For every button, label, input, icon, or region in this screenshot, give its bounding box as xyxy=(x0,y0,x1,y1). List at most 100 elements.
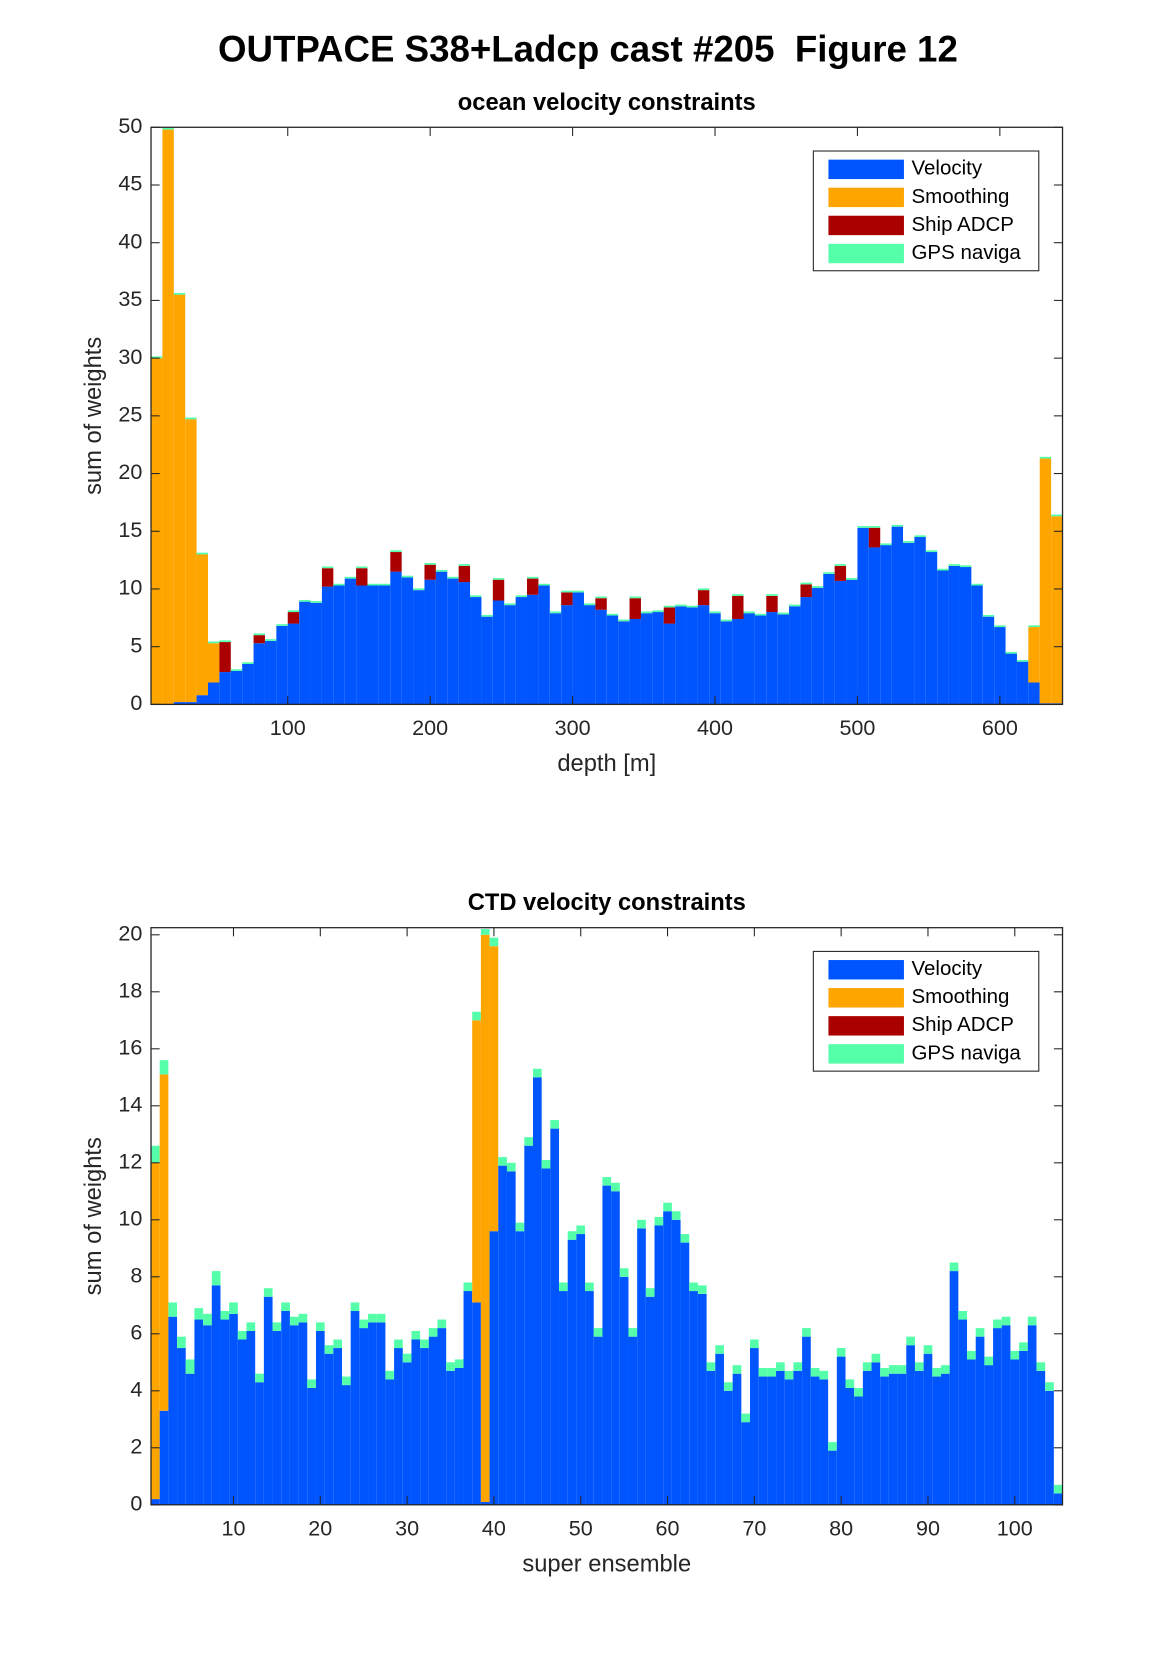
bar-segment xyxy=(532,1077,542,1505)
bar-segment xyxy=(949,1271,959,1505)
bar-segment xyxy=(845,1379,855,1388)
bar-segment xyxy=(207,682,220,705)
legend: Velocity Smoothing Ship ADCP GPS naviga xyxy=(812,950,1040,1072)
bar-segment xyxy=(151,1499,160,1505)
x-tick-label: 300 xyxy=(555,715,591,740)
bar-segment xyxy=(185,417,197,420)
bar-segment xyxy=(504,605,516,705)
bar-segment xyxy=(628,1336,638,1505)
bar-segment xyxy=(310,601,322,603)
bar-segment xyxy=(680,1234,690,1243)
bar-segment xyxy=(766,612,778,705)
bar-segment xyxy=(880,545,892,705)
bar-segment xyxy=(789,606,801,705)
chart-title: ocean velocity constraints xyxy=(458,90,756,116)
bar-segment xyxy=(289,1325,299,1505)
bar-segment xyxy=(709,613,721,705)
y-tick-label: 20 xyxy=(118,921,142,946)
x-axis-label: super ensemble xyxy=(522,1551,691,1577)
bar-segment xyxy=(697,1293,707,1505)
bar-segment xyxy=(211,1271,221,1286)
bar-segment xyxy=(784,1370,794,1380)
bar-segment xyxy=(378,585,391,705)
bar-segment xyxy=(447,578,459,705)
bar-segment xyxy=(800,582,812,585)
bar-segment xyxy=(652,612,664,705)
bar-segment xyxy=(891,524,904,527)
y-tick-label: 0 xyxy=(130,690,142,715)
bar-segment xyxy=(925,550,938,553)
x-tick-label: 70 xyxy=(742,1515,766,1540)
bar-segment xyxy=(937,568,949,571)
legend-swatch xyxy=(828,187,904,208)
bar-segment xyxy=(720,619,733,622)
bar-segment xyxy=(723,1390,733,1505)
bar-segment xyxy=(527,594,539,705)
bar-segment xyxy=(984,1365,994,1505)
bar-segment xyxy=(811,587,824,705)
bar-segment xyxy=(766,594,778,596)
bar-segment xyxy=(819,1379,829,1505)
bar-segment xyxy=(854,1387,863,1397)
bar-segment xyxy=(1001,1316,1011,1326)
bar-segment xyxy=(264,640,277,705)
bar-segment xyxy=(959,567,972,705)
bar-segment xyxy=(350,1302,360,1311)
bar-segment xyxy=(359,1328,369,1505)
bar-segment xyxy=(958,1310,968,1320)
bar-segment xyxy=(203,1313,212,1326)
bar-segment xyxy=(255,1373,264,1383)
bar-segment xyxy=(1039,458,1052,704)
bar-segment xyxy=(1027,1316,1037,1326)
bar-segment xyxy=(561,605,573,705)
bar-segment xyxy=(246,1322,256,1331)
bar-segment xyxy=(914,537,926,705)
bar-segment xyxy=(315,1322,325,1331)
bar-segment xyxy=(420,1339,429,1349)
bar-segment xyxy=(828,1442,837,1451)
bar-segment xyxy=(706,1362,716,1371)
bar-segment xyxy=(532,1068,542,1078)
bar-segment xyxy=(324,1345,334,1354)
bar-segment xyxy=(549,613,562,705)
bar-segment xyxy=(984,1356,994,1366)
bar-segment xyxy=(515,1231,525,1505)
bar-segment xyxy=(618,619,630,622)
bar-segment xyxy=(567,1239,577,1505)
bar-segment xyxy=(784,1379,794,1505)
bar-segment xyxy=(344,578,357,705)
bar-segment xyxy=(671,1211,681,1220)
bar-segment xyxy=(937,570,949,705)
bar-segment xyxy=(229,1313,238,1505)
bar-segment xyxy=(777,614,790,705)
bar-segment xyxy=(732,1365,742,1374)
bar-segment xyxy=(437,1328,447,1505)
bar-segment xyxy=(550,1120,560,1129)
bar-segment xyxy=(356,566,368,569)
bar-segment xyxy=(229,1302,238,1314)
bar-segment xyxy=(402,1362,412,1505)
bar-segment xyxy=(515,595,528,598)
x-tick-label: 60 xyxy=(656,1515,680,1540)
y-axis-label: sum of weights xyxy=(81,337,107,495)
bar-segment xyxy=(993,1328,1002,1505)
y-tick-label: 10 xyxy=(118,1206,142,1231)
bar-segment xyxy=(287,612,300,624)
bar-segment xyxy=(611,1182,620,1192)
bar-segment xyxy=(862,1370,872,1505)
bar-segment xyxy=(173,294,186,703)
bar-segment xyxy=(686,605,698,608)
bar-segment xyxy=(663,1202,672,1212)
legend-swatch xyxy=(828,159,904,180)
x-tick-label: 10 xyxy=(221,1515,245,1540)
bar-segment xyxy=(846,579,858,705)
bar-segment xyxy=(1053,1493,1063,1505)
bar-segment xyxy=(903,542,915,705)
bar-segment xyxy=(975,1336,985,1505)
x-tick-label: 500 xyxy=(839,715,875,740)
bar-segment xyxy=(437,1319,447,1329)
bar-segment xyxy=(868,547,881,705)
figure-title: OUTPACE S38+Ladcp cast #205 Figure 12 xyxy=(218,28,958,69)
y-tick-label: 18 xyxy=(118,978,142,1003)
bar-segment xyxy=(663,623,676,705)
